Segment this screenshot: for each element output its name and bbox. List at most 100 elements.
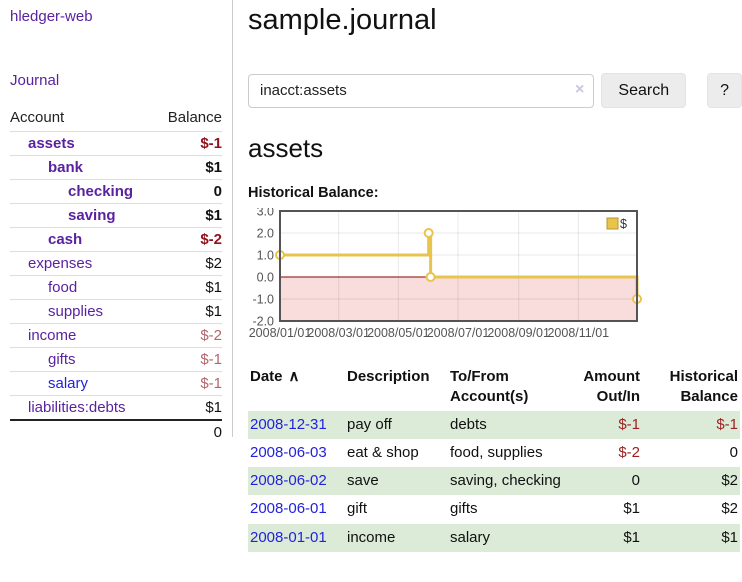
clear-search-icon[interactable]: × bbox=[575, 80, 585, 98]
account-balance: $1 bbox=[157, 155, 222, 180]
account-balance: $2 bbox=[157, 251, 222, 276]
transaction-balance: $2 bbox=[721, 500, 738, 518]
transaction-description: pay off bbox=[347, 415, 392, 433]
account-balance: $1 bbox=[157, 203, 222, 228]
account-link[interactable]: supplies bbox=[48, 303, 104, 320]
accounts-total-row: 0 bbox=[10, 419, 222, 444]
transaction-accounts: gifts bbox=[450, 500, 478, 518]
sidebar-item-journal: Journal bbox=[10, 72, 222, 89]
account-row: assets $-1 bbox=[10, 131, 222, 156]
register-column-header[interactable]: To/From Account(s) bbox=[450, 368, 529, 406]
register-column-header[interactable]: Historical Balance bbox=[669, 368, 738, 406]
account-balance: $-1 bbox=[157, 347, 222, 372]
account-heading: assets bbox=[248, 133, 324, 163]
account-column-header: Account bbox=[10, 106, 158, 132]
account-link[interactable]: income bbox=[28, 327, 77, 344]
account-balance: $1 bbox=[157, 395, 222, 421]
account-link[interactable]: checking bbox=[68, 183, 134, 200]
account-link[interactable]: bank bbox=[48, 159, 84, 176]
balance-column-header: Balance bbox=[157, 106, 222, 132]
x-tick-label: 2008/01/01 bbox=[249, 326, 312, 340]
transaction-date-link[interactable]: 2008-06-03 bbox=[250, 443, 327, 461]
transaction-row: 2008-06-01 gift gifts $1 $2 bbox=[248, 495, 740, 523]
x-tick-label: 2008/11/01 bbox=[547, 326, 609, 340]
register-column-header[interactable]: Date ∧ bbox=[250, 368, 300, 385]
register-column-header[interactable]: Amount Out/In bbox=[583, 368, 640, 406]
search-button[interactable]: Search bbox=[601, 73, 687, 108]
sort-ascending-icon: ∧ bbox=[288, 368, 300, 385]
account-row: expenses $2 bbox=[10, 251, 222, 276]
register-column-header[interactable]: Description bbox=[347, 368, 430, 385]
accounts-total-value: 0 bbox=[157, 419, 222, 444]
account-balance: $-2 bbox=[157, 227, 222, 252]
transaction-row: 2008-01-01 income salary $1 $1 bbox=[248, 523, 740, 552]
account-link[interactable]: saving bbox=[68, 207, 116, 224]
account-row: gifts $-1 bbox=[10, 347, 222, 372]
legend-label: $ bbox=[620, 217, 627, 231]
transaction-date-link[interactable]: 2008-01-01 bbox=[250, 528, 327, 546]
account-row: income $-2 bbox=[10, 323, 222, 348]
account-link[interactable]: gifts bbox=[48, 351, 76, 368]
account-row: cash $-2 bbox=[10, 227, 222, 252]
page-title: sample.journal bbox=[248, 4, 437, 36]
y-tick-label: -2.0 bbox=[252, 315, 274, 329]
register-table: Date ∧ Description To/From Account(s) Amount O… bbox=[248, 364, 740, 552]
search-box: × bbox=[248, 73, 595, 108]
account-row: saving $1 bbox=[10, 203, 222, 228]
transaction-balance: $-1 bbox=[716, 415, 738, 433]
transaction-amount: $-2 bbox=[618, 443, 640, 461]
plot-border bbox=[279, 210, 638, 322]
sidebar-accounts-body: assets $-1 bank $1 checking 0 saving $1 … bbox=[10, 131, 222, 421]
transaction-date-link[interactable]: 2008-06-02 bbox=[250, 472, 327, 489]
account-link[interactable]: cash bbox=[48, 231, 83, 248]
account-row: food $1 bbox=[10, 275, 222, 300]
journal-link[interactable]: Journal bbox=[10, 72, 60, 89]
account-link[interactable]: liabilities:debts bbox=[28, 399, 126, 416]
account-link[interactable]: expenses bbox=[28, 255, 93, 272]
transaction-balance: $1 bbox=[721, 528, 738, 546]
transaction-description: eat & shop bbox=[347, 443, 419, 461]
account-balance: $1 bbox=[157, 275, 222, 300]
transaction-balance: 0 bbox=[729, 443, 738, 461]
account-balance: $-2 bbox=[157, 323, 222, 348]
main-content: sample.journal × Search ? assets Histori… bbox=[248, 0, 742, 552]
transaction-amount: $1 bbox=[623, 528, 640, 546]
transaction-balance: $2 bbox=[721, 472, 738, 489]
historical-balance-chart: $3.0 2.0 1.0 0.0 -1.0 -2.02008/01/012008/03/0… bbox=[249, 208, 642, 340]
transaction-row: 2008-12-31 pay off debts $-1 $-1 bbox=[248, 410, 740, 439]
account-link[interactable]: food bbox=[48, 279, 78, 296]
transaction-amount: $1 bbox=[623, 500, 640, 518]
y-tick-label: 0.0 bbox=[257, 271, 274, 285]
data-point-marker bbox=[423, 228, 434, 238]
account-row: checking 0 bbox=[10, 179, 222, 204]
transaction-accounts: salary bbox=[450, 528, 491, 546]
transaction-description: gift bbox=[347, 500, 368, 518]
transaction-amount: 0 bbox=[631, 472, 640, 489]
transaction-description: income bbox=[347, 528, 396, 546]
transaction-date-link[interactable]: 2008-06-01 bbox=[250, 500, 327, 518]
search-input[interactable] bbox=[248, 73, 595, 108]
total-spacer bbox=[10, 419, 158, 444]
x-tick-label: 2008/05/01 bbox=[367, 326, 430, 340]
negative-region bbox=[280, 277, 637, 321]
transaction-date-link[interactable]: 2008-12-31 bbox=[250, 415, 327, 433]
transaction-row: 2008-06-03 eat & shop food, supplies $-2… bbox=[248, 439, 740, 467]
account-row: supplies $1 bbox=[10, 299, 222, 324]
sidebar: hledger-web Journal Account Balance asse… bbox=[0, 0, 233, 444]
help-button[interactable]: ? bbox=[707, 73, 742, 108]
transaction-row: 2008-06-02 save saving, checking 0 $2 bbox=[248, 467, 740, 496]
app-title-link[interactable]: hledger-web bbox=[10, 8, 93, 25]
transaction-amount: $-1 bbox=[618, 415, 640, 433]
x-tick-label: 2008/09/01 bbox=[487, 326, 550, 340]
search-bar: × Search ? bbox=[248, 73, 742, 108]
account-balance: $-1 bbox=[157, 371, 222, 396]
app-title: hledger-web bbox=[10, 8, 222, 25]
account-balance: 0 bbox=[157, 179, 222, 204]
account-link[interactable]: salary bbox=[48, 375, 89, 392]
y-tick-label: -1.0 bbox=[252, 293, 274, 307]
register-header-row: Date ∧ Description To/From Account(s) Amount O… bbox=[248, 364, 740, 411]
account-link[interactable]: assets bbox=[28, 135, 75, 152]
x-tick-label: 2008/03/01 bbox=[307, 326, 370, 340]
data-point-marker bbox=[425, 272, 436, 282]
y-tick-label: 3.0 bbox=[257, 208, 274, 219]
